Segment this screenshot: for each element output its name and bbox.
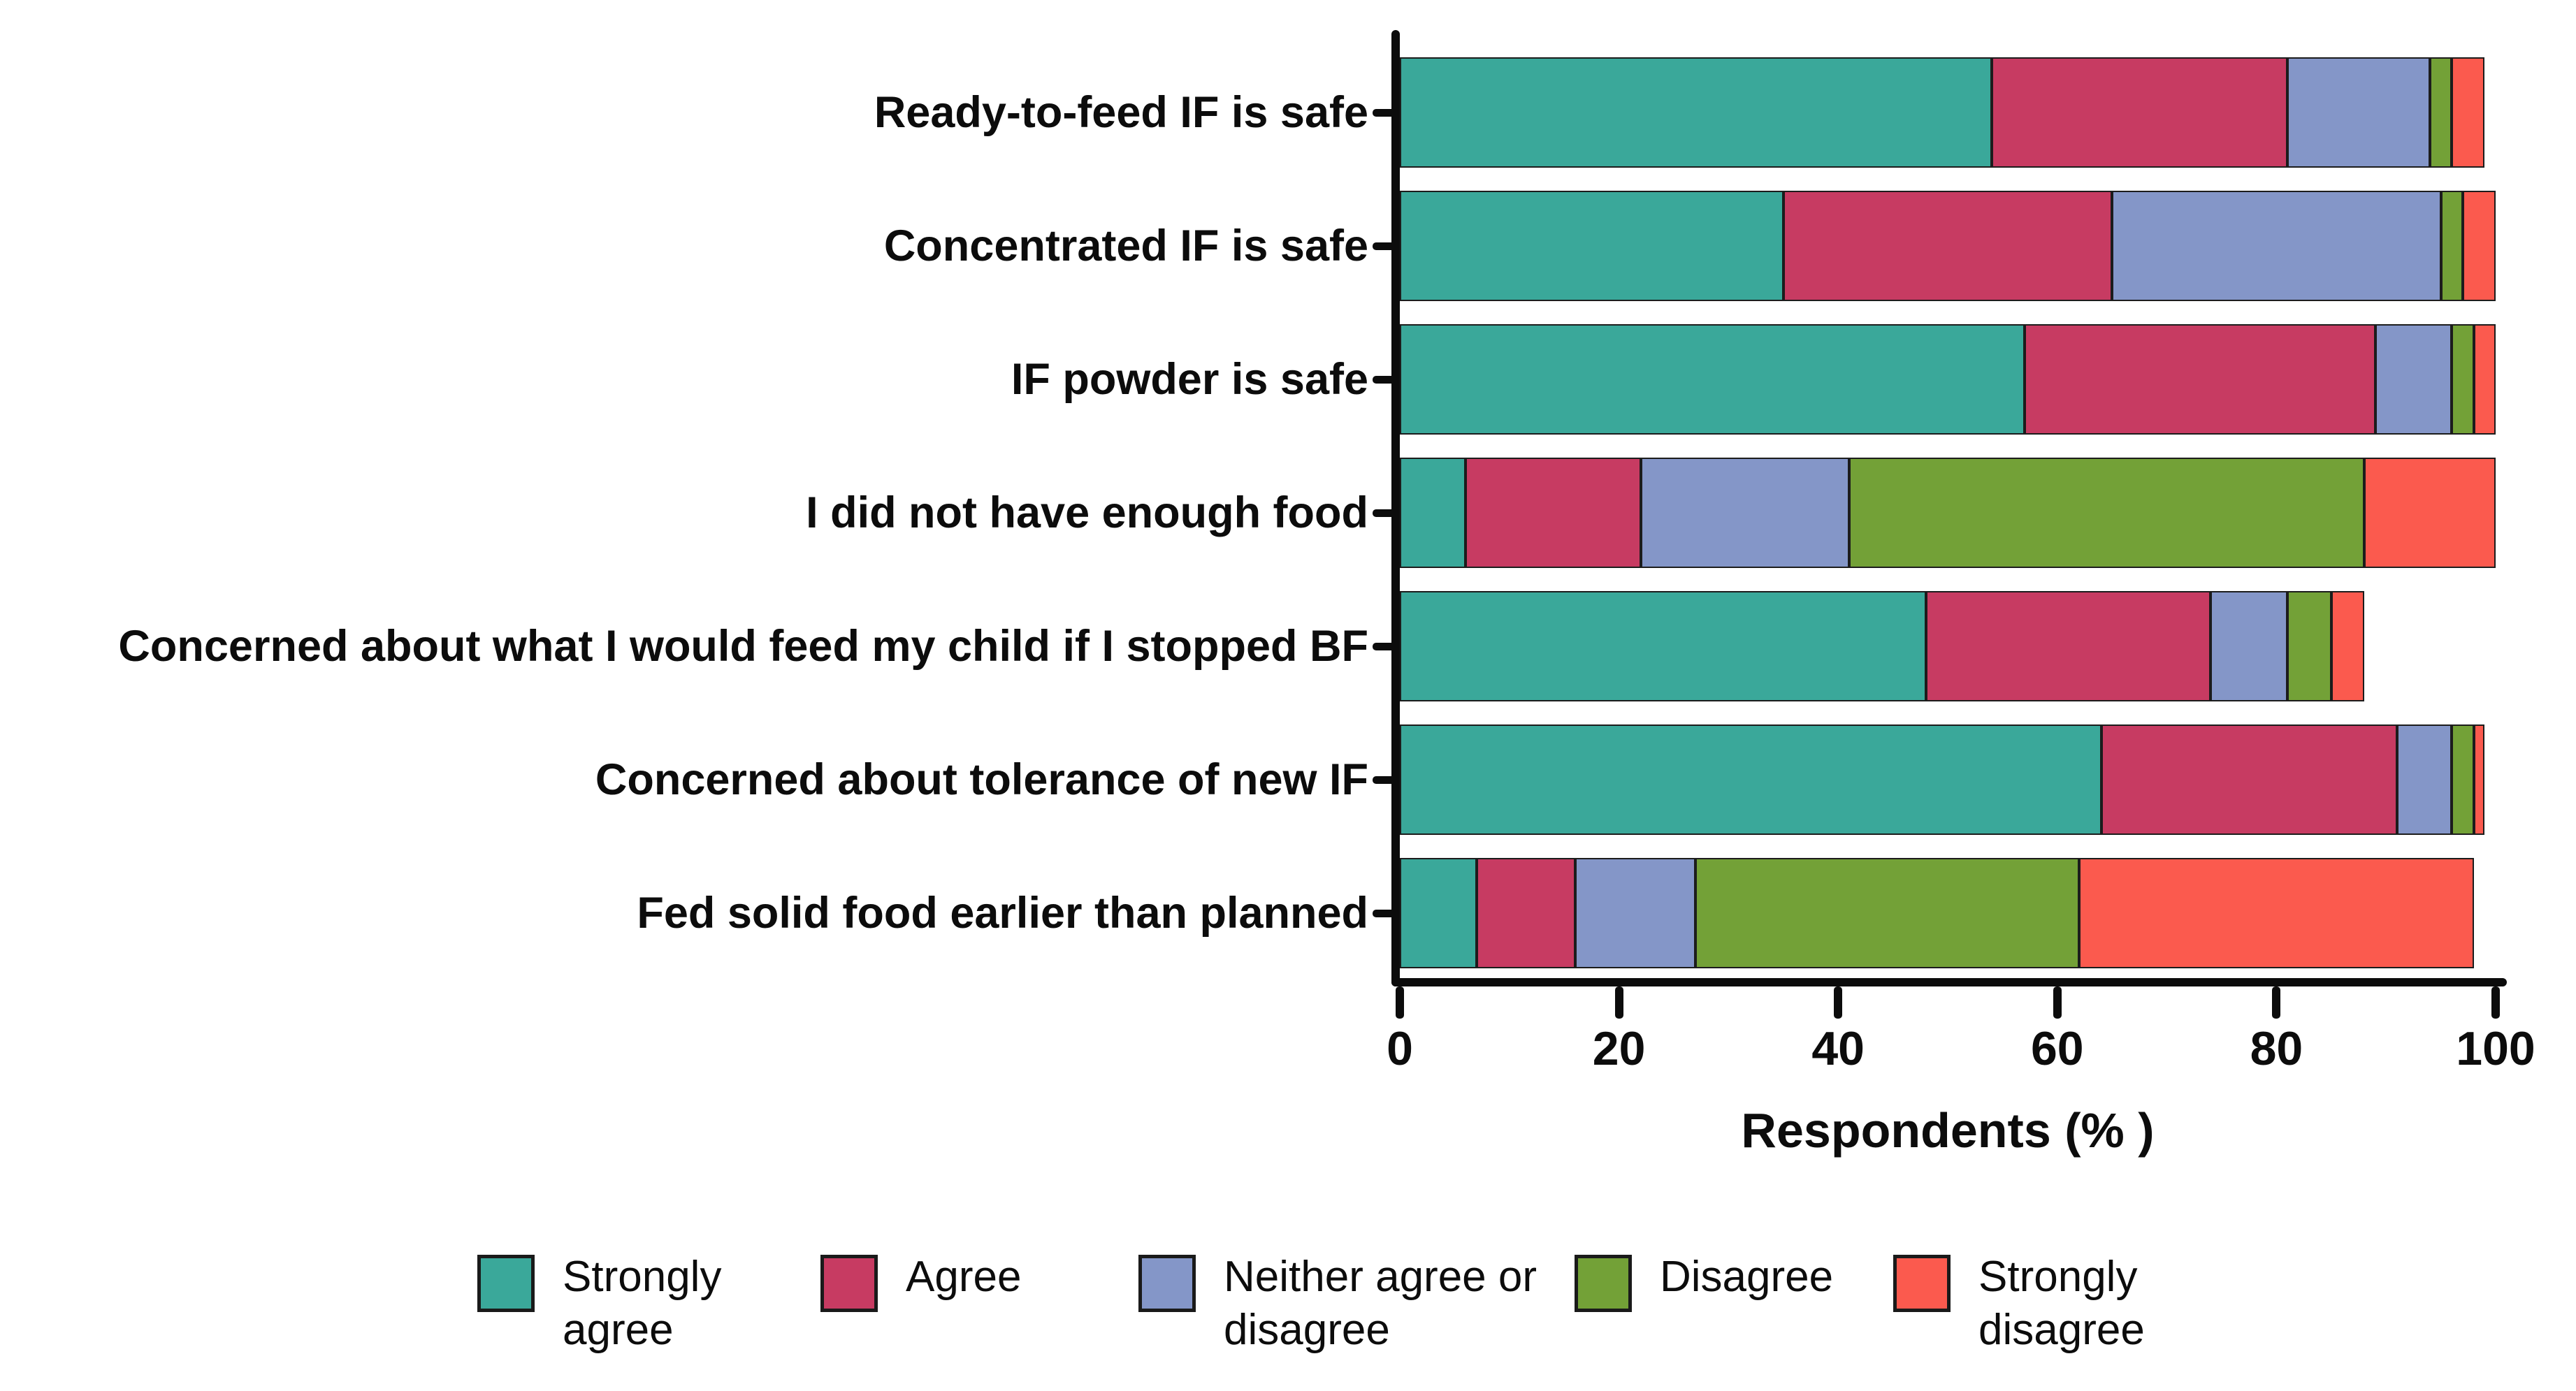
x-axis-tick — [2272, 986, 2281, 1019]
legend-swatch — [1575, 1255, 1632, 1312]
y-axis-tick — [1373, 643, 1399, 650]
bar-segment — [2396, 724, 2452, 835]
category-label: Concerned about what I would feed my chi… — [118, 622, 1368, 671]
category-label: IF powder is safe — [1011, 355, 1368, 404]
x-tick-label: 100 — [2456, 1022, 2535, 1075]
y-axis-tick — [1373, 242, 1399, 250]
x-tick-label: 20 — [1592, 1022, 1646, 1075]
bar-segment — [2462, 191, 2496, 301]
category-label: Concentrated IF is safe — [883, 221, 1368, 270]
legend-label: Neither agree or disagree — [1224, 1253, 1537, 1354]
x-axis-tick — [2491, 986, 2500, 1019]
legend-swatch — [820, 1255, 878, 1312]
bar-segment — [1400, 591, 1926, 701]
bar-segment — [1400, 57, 1992, 168]
y-axis-tick — [1373, 910, 1399, 917]
bar-segment — [1991, 57, 2288, 168]
y-axis-tick — [1373, 109, 1399, 117]
legend-label: Strongly agree — [563, 1253, 722, 1354]
y-axis-tick — [1373, 776, 1399, 784]
category-label: Fed solid food earlier than planned — [637, 889, 1368, 938]
bar-segment — [2287, 591, 2331, 701]
x-tick-label: 60 — [2030, 1022, 2084, 1075]
x-tick-label: 80 — [2250, 1022, 2303, 1075]
bar-segment — [2452, 724, 2474, 835]
x-tick-label: 0 — [1387, 1022, 1413, 1075]
legend-label: Agree — [906, 1253, 1022, 1301]
bar-segment — [2079, 858, 2474, 968]
bar-segment — [1400, 191, 1783, 301]
legend-swatch — [1138, 1255, 1196, 1312]
y-axis-tick — [1373, 509, 1399, 517]
bar-segment — [2210, 591, 2288, 701]
legend-label: Disagree — [1660, 1253, 1834, 1301]
x-axis-tick — [1614, 986, 1623, 1019]
bar-segment — [2440, 191, 2463, 301]
bar-segment — [1400, 858, 1477, 968]
legend-label: Strongly disagree — [1978, 1253, 2145, 1354]
category-label: I did not have enough food — [806, 488, 1368, 537]
y-axis-line — [1391, 30, 1400, 986]
bar-segment — [2429, 57, 2452, 168]
x-axis-title: Respondents (% ) — [1741, 1103, 2155, 1158]
legend-swatch — [477, 1255, 535, 1312]
bar-segment — [1695, 858, 2080, 968]
bar-segment — [1783, 191, 2113, 301]
x-axis-tick — [1834, 986, 1843, 1019]
bar-segment — [2112, 191, 2441, 301]
legend-swatch — [1893, 1255, 1951, 1312]
bar-segment — [1400, 324, 2025, 435]
bar-segment — [2364, 458, 2496, 568]
x-axis-line — [1391, 978, 2507, 986]
bar-segment — [2024, 324, 2375, 435]
bar-segment — [1400, 458, 1466, 568]
bar-segment — [2375, 324, 2452, 435]
bar-segment — [1575, 858, 1696, 968]
bar-segment — [2452, 324, 2474, 435]
bar-segment — [1925, 591, 2211, 701]
x-tick-label: 40 — [1811, 1022, 1865, 1075]
y-axis-tick — [1373, 376, 1399, 384]
bar-segment — [1400, 724, 2101, 835]
bar-segment — [1848, 458, 2364, 568]
bar-segment — [2331, 591, 2364, 701]
bar-segment — [2287, 57, 2430, 168]
bar-segment — [1466, 458, 1641, 568]
bar-segment — [2101, 724, 2397, 835]
category-label: Concerned about tolerance of new IF — [595, 755, 1368, 804]
category-label: Ready-to-feed IF is safe — [874, 88, 1368, 137]
bar-segment — [1640, 458, 1849, 568]
x-axis-tick — [1396, 986, 1404, 1019]
bar-segment — [2473, 324, 2496, 435]
x-axis-tick — [2053, 986, 2062, 1019]
bar-segment — [2473, 724, 2485, 835]
bar-segment — [2452, 57, 2485, 168]
bar-segment — [1476, 858, 1575, 968]
